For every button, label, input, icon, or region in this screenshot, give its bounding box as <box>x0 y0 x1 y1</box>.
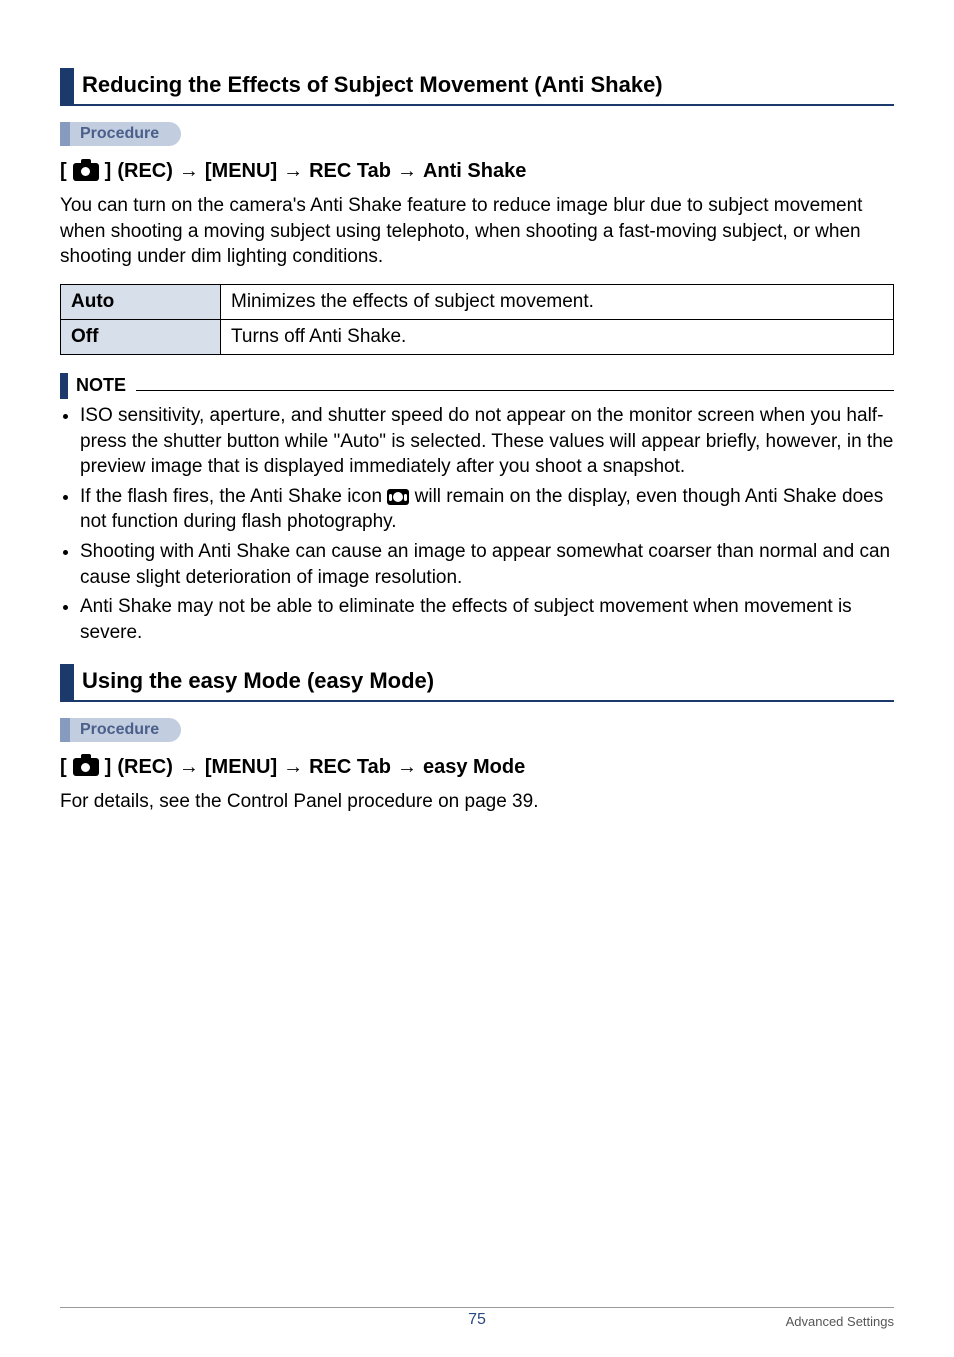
table-key: Auto <box>61 284 221 319</box>
note-item: Anti Shake may not be able to eliminate … <box>80 594 894 645</box>
table-value: Minimizes the effects of subject movemen… <box>221 284 894 319</box>
table-row: Off Turns off Anti Shake. <box>61 319 894 354</box>
note-bar <box>60 373 68 399</box>
table-value: Turns off Anti Shake. <box>221 319 894 354</box>
procedure-tag: Procedure <box>60 122 894 146</box>
camera-icon <box>73 758 99 776</box>
procedure-label: Procedure <box>70 122 181 146</box>
heading-accent-bar <box>60 664 74 700</box>
heading-accent-bar <box>60 68 74 104</box>
notes-list: ISO sensitivity, aperture, and shutter s… <box>60 403 894 646</box>
breadcrumb-anti-shake: [ ] (REC) → [MENU] → REC Tab → Anti Shak… <box>60 160 894 183</box>
table-key: Off <box>61 319 221 354</box>
page-footer: 75 Advanced Settings <box>60 1307 894 1329</box>
arrow-icon: → <box>397 756 417 779</box>
target-label: Anti Shake <box>423 160 526 183</box>
page-number: 75 <box>468 1311 486 1329</box>
note-item: Shooting with Anti Shake can cause an im… <box>80 539 894 590</box>
menu-label: [MENU] <box>205 756 277 779</box>
bracket-open: [ <box>60 160 67 183</box>
arrow-icon: → <box>179 756 199 779</box>
arrow-icon: → <box>397 160 417 183</box>
note-heading: NOTE <box>60 373 894 399</box>
chapter-name: Advanced Settings <box>786 1314 894 1329</box>
arrow-icon: → <box>283 160 303 183</box>
heading-text: Using the easy Mode (easy Mode) <box>82 664 434 700</box>
note-rule <box>136 390 894 391</box>
breadcrumb-easy-mode: [ ] (REC) → [MENU] → REC Tab → easy Mode <box>60 756 894 779</box>
procedure-bar <box>60 718 70 742</box>
anti-shake-icon <box>387 489 409 505</box>
settings-table: Auto Minimizes the effects of subject mo… <box>60 284 894 355</box>
target-label: easy Mode <box>423 756 525 779</box>
procedure-tag: Procedure <box>60 718 894 742</box>
bracket-close: ] <box>105 160 112 183</box>
intro-text: You can turn on the camera's Anti Shake … <box>60 193 894 270</box>
easy-mode-body: For details, see the Control Panel proce… <box>60 789 894 815</box>
note-text-part: If the flash fires, the Anti Shake icon <box>80 486 387 507</box>
note-item: ISO sensitivity, aperture, and shutter s… <box>80 403 894 480</box>
section-heading-anti-shake: Reducing the Effects of Subject Movement… <box>60 68 894 106</box>
heading-text: Reducing the Effects of Subject Movement… <box>82 68 663 104</box>
rec-label: (REC) <box>117 160 173 183</box>
procedure-bar <box>60 122 70 146</box>
procedure-label: Procedure <box>70 718 181 742</box>
note-item: If the flash fires, the Anti Shake icon … <box>80 484 894 535</box>
rec-label: (REC) <box>117 756 173 779</box>
note-label: NOTE <box>76 375 126 396</box>
arrow-icon: → <box>179 160 199 183</box>
bracket-open: [ <box>60 756 67 779</box>
tab-label: REC Tab <box>309 756 391 779</box>
tab-label: REC Tab <box>309 160 391 183</box>
table-row: Auto Minimizes the effects of subject mo… <box>61 284 894 319</box>
menu-label: [MENU] <box>205 160 277 183</box>
section-heading-easy-mode: Using the easy Mode (easy Mode) <box>60 664 894 702</box>
camera-icon <box>73 163 99 181</box>
arrow-icon: → <box>283 756 303 779</box>
bracket-close: ] <box>105 756 112 779</box>
